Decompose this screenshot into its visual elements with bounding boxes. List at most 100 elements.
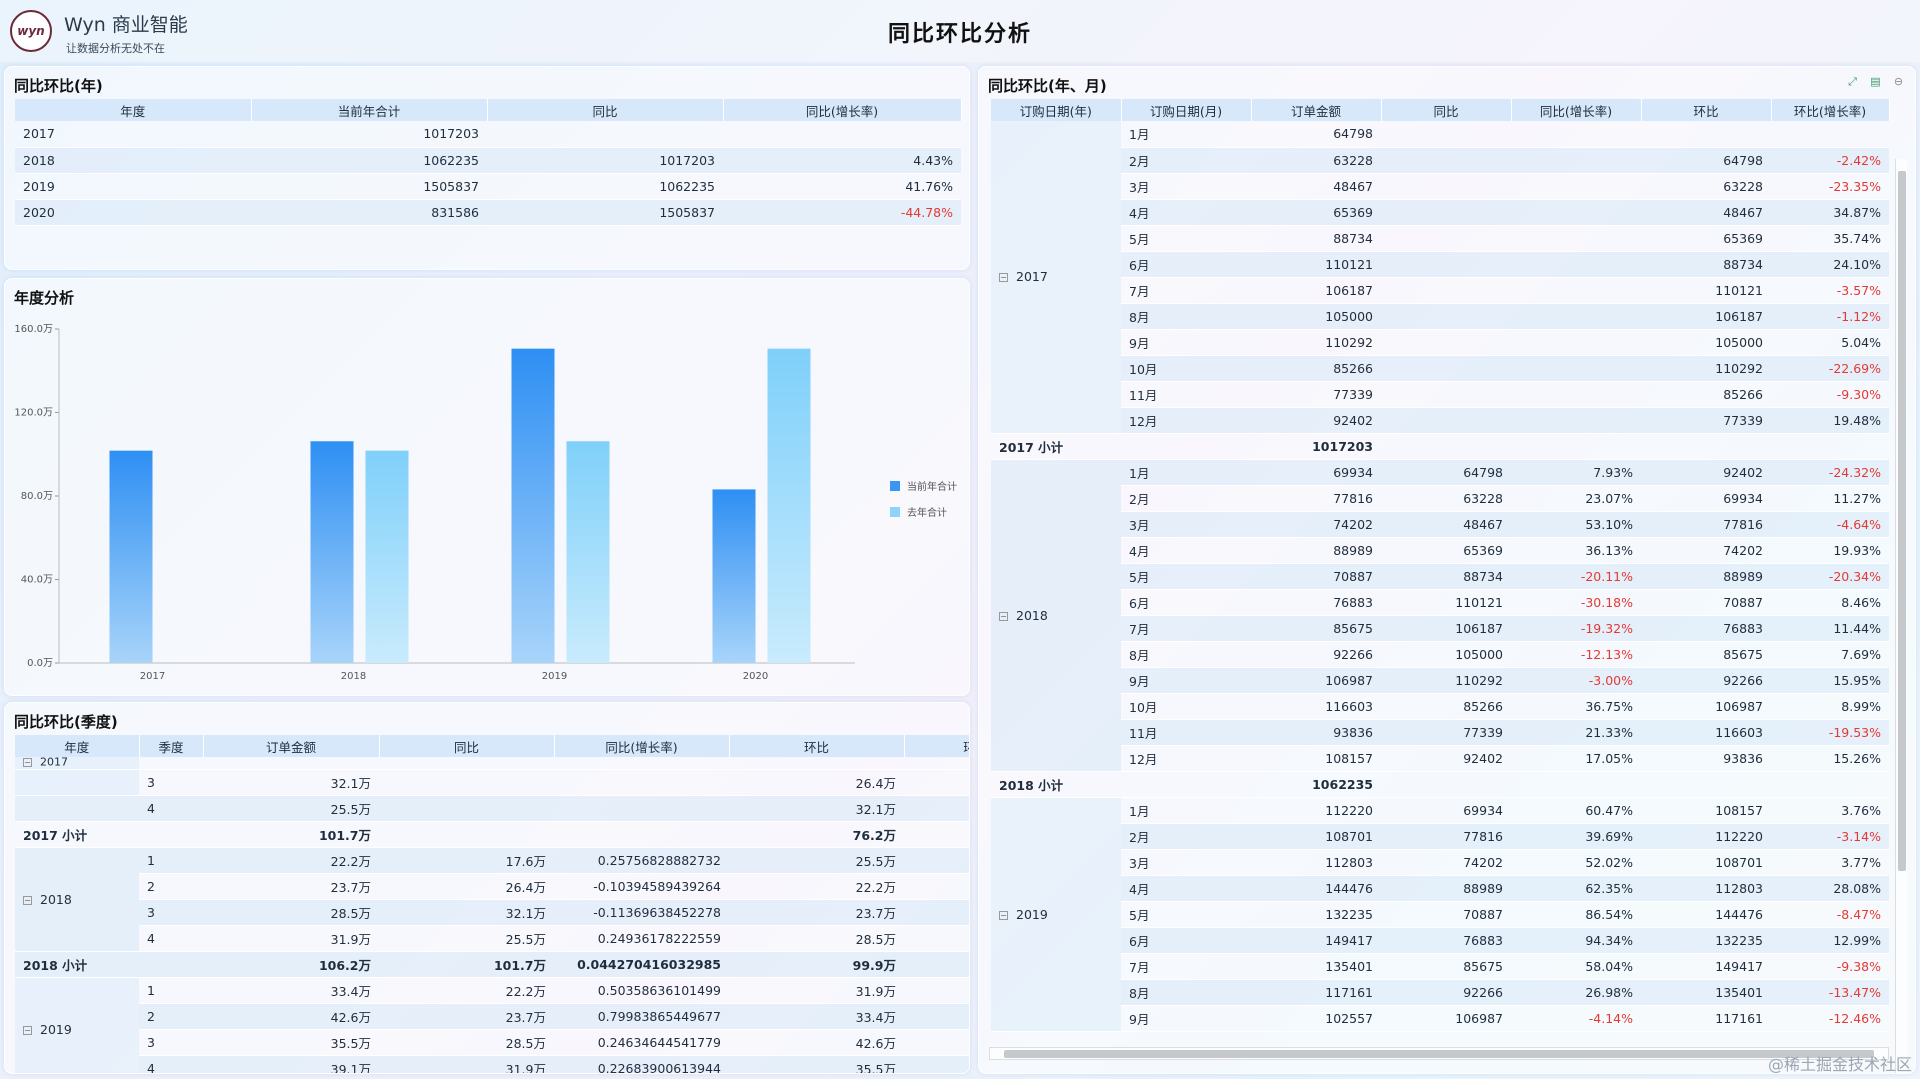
table-cell: 31.9万 [729, 977, 904, 1004]
subtotal-label: 2018 小计 [991, 771, 1121, 798]
table-cell [1381, 407, 1511, 434]
table-cell [1381, 225, 1511, 252]
quarter-cell: 2 [139, 1003, 203, 1030]
table-cell [487, 121, 723, 148]
month-cell: 10月 [1121, 355, 1251, 382]
column-header: 订购日期(年) [991, 99, 1122, 121]
table-cell: 1017203 [487, 147, 723, 174]
table-cell: 77339 [1641, 407, 1771, 434]
year-group: −2018 [15, 847, 139, 952]
table-cell: 1017203 [251, 121, 487, 148]
table-cell: 35.74% [1771, 225, 1889, 252]
table-cell: 92402 [1641, 459, 1771, 486]
horizontal-scroll-thumb[interactable] [1004, 1050, 1874, 1058]
table-cell: 22.2万 [729, 873, 904, 900]
table-cell: -19.32% [1511, 615, 1641, 642]
month-cell: 11月 [1121, 719, 1251, 746]
bar-current-2019 [511, 348, 555, 663]
table-cell: 1505837 [251, 173, 487, 200]
month-cell: 2月 [1121, 823, 1251, 850]
table-cell: 2019 [15, 173, 251, 200]
annual-bar-chart: 0.0万 40.0万 80.0万 120.0万 160.0万 2017 2018 2019 20… [14, 324, 957, 682]
vertical-scrollbar[interactable] [1895, 159, 1907, 1073]
collapse-icon[interactable]: − [999, 273, 1008, 283]
table-cell [379, 769, 554, 796]
table-cell: 25.5万 [729, 847, 904, 874]
table-cell: 74202 [1381, 849, 1511, 876]
column-header: 订购日期(月) [1121, 99, 1252, 121]
table-cell: -8.47% [1771, 901, 1889, 928]
collapse-icon[interactable]: − [999, 910, 1008, 920]
collapse-icon[interactable]: − [23, 1025, 32, 1035]
table-cell: 5.04% [1771, 329, 1889, 356]
quarter-cell: 4 [139, 795, 203, 822]
table-row: 12月 92402 77339 19.48% [991, 407, 1889, 434]
table-row: −2017 1月 64798 [991, 121, 1889, 434]
table-row: 9月 102557 106987 -4.14% 117161 -12.46% [991, 1005, 1889, 1032]
vertical-scroll-thumb[interactable] [1898, 171, 1906, 871]
table-cell [1641, 121, 1771, 148]
table-cell [379, 795, 554, 822]
table-cell: 42.6万 [729, 1029, 904, 1056]
table-cell: 108701 [1251, 823, 1381, 850]
quarter-cell: 4 [139, 1055, 203, 1073]
month-cell: 2月 [1121, 147, 1251, 174]
column-header: 同比(增长率) [1511, 99, 1642, 121]
quarter-cell: 1 [139, 847, 203, 874]
table-cell: -3.00% [1511, 667, 1641, 694]
table-cell: 92402 [1381, 745, 1511, 772]
month-cell: 8月 [1121, 979, 1251, 1006]
table-row: 6月 149417 76883 94.34% 132235 12.99% [991, 927, 1889, 954]
table-cell: 63228 [1381, 485, 1511, 512]
table-cell: 108701 [1641, 849, 1771, 876]
table-row: 4月 65369 48467 34.87% [991, 199, 1889, 226]
month-cell: 1月 [1121, 797, 1251, 824]
more-icon[interactable]: ⊖ [1893, 75, 1904, 88]
table-cell: 23.7万 [379, 1003, 554, 1030]
page-title: 同比环比分析 [887, 22, 1032, 47]
table-row: 10月 85266 110292 -22.69% [991, 355, 1889, 382]
table-cell: 88734 [1381, 563, 1511, 590]
expand-icon[interactable]: ⤢ [1848, 75, 1857, 88]
table-cell [1641, 771, 1771, 798]
bar-previous-2020 [767, 348, 811, 663]
table-cell: 1062235 [251, 147, 487, 174]
table-cell: -1.12% [1771, 303, 1889, 330]
table-cell: -30.18% [1511, 589, 1641, 616]
column-header: 同比(增长率) [723, 99, 962, 121]
quarter-cell: 4 [139, 925, 203, 952]
table-cell: -13.47% [1771, 979, 1889, 1006]
collapse-icon[interactable]: − [23, 895, 32, 905]
table-row: 11月 93836 77339 21.33% 116603 -19.53% [991, 719, 1889, 746]
table-cell [723, 121, 961, 148]
table-cell: 19.93% [1771, 537, 1889, 564]
table-cell: -20.11% [1511, 563, 1641, 590]
wyn-logo: wyn [10, 10, 52, 52]
table-cell: -3.14% [1771, 823, 1889, 850]
export-icon[interactable]: ▤ [1870, 75, 1881, 88]
table-cell: 0.0 [904, 873, 969, 900]
collapse-icon[interactable]: − [23, 758, 32, 768]
table-row: 3月 74202 48467 53.10% 77816 -4.64% [991, 511, 1889, 538]
table-row: 2月 77816 63228 23.07% 69934 11.27% [991, 485, 1889, 512]
table-cell: 69934 [1381, 797, 1511, 824]
table-cell: 15.26% [1771, 745, 1889, 772]
column-header: 年度 [15, 735, 140, 757]
table-row: 5月 132235 70887 86.54% 144476 -8.47% [991, 901, 1889, 928]
table-cell: 4.43% [723, 147, 961, 174]
horizontal-scrollbar[interactable] [989, 1047, 1889, 1060]
table-cell: 0.50358636101499 [554, 977, 729, 1004]
table-cell: 101.7万 [379, 951, 554, 978]
table-row: 2019 1505837 1062235 41.76% [15, 173, 961, 200]
table-cell: -0.1 [904, 847, 969, 874]
table-row: −2018 1月 69934 64798 7.93% 92402 -24.32% [991, 459, 1889, 772]
table-cell: 35.5万 [203, 1029, 379, 1056]
table-cell: -0.11369638452278 [554, 899, 729, 926]
table-cell: 88734 [1641, 251, 1771, 278]
table-cell [1511, 303, 1641, 330]
collapse-icon[interactable]: − [999, 611, 1008, 621]
table-cell: 32.1万 [729, 795, 904, 822]
table-cell [1511, 121, 1641, 148]
table-cell: 110121 [1251, 251, 1381, 278]
